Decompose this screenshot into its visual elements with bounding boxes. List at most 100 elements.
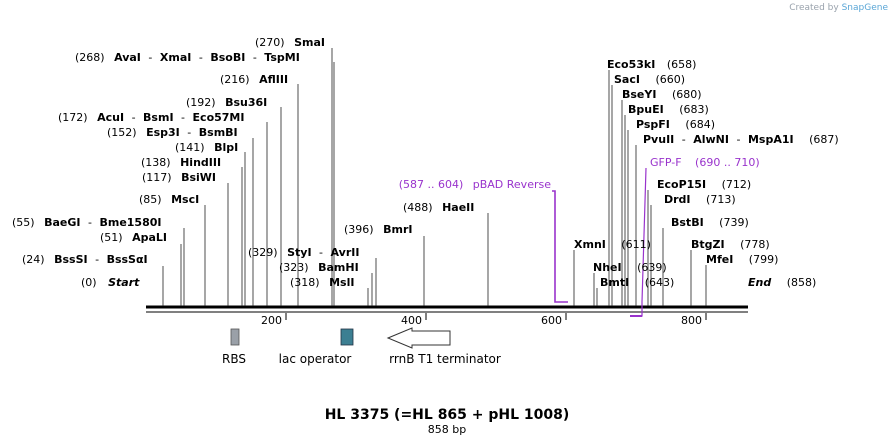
site-label[interactable]: (270) SmaI <box>255 36 325 49</box>
primer-label-pbad-reverse[interactable]: (587 .. 604) pBAD Reverse <box>399 178 552 191</box>
enzyme-name: SacI <box>614 73 640 86</box>
separator: - <box>88 216 92 229</box>
site-label[interactable]: Eco53kI (658) <box>607 58 696 71</box>
tick-label: 800 <box>681 314 702 327</box>
site-label[interactable]: BstBI (739) <box>671 216 749 229</box>
enzyme-name: XmnI <box>574 238 606 251</box>
site-label[interactable]: (323) BamHI <box>279 261 359 274</box>
site-label[interactable]: (192) Bsu36I <box>186 96 267 109</box>
site-pos: (216) <box>220 73 250 86</box>
snapgene-credit: Created by SnapGene <box>789 3 888 13</box>
separator: - <box>682 133 686 146</box>
enzyme-name: BstBI <box>671 216 704 229</box>
enzyme-name: BaeGI <box>44 216 80 229</box>
site-label[interactable]: BpuEI (683) <box>628 103 709 116</box>
enzyme-name: BmrI <box>383 223 412 236</box>
enzyme-name: BsmBI <box>199 126 238 139</box>
site-pos: (51) <box>100 231 123 244</box>
site-pos: (643) <box>645 276 675 289</box>
site-label[interactable]: (268) AvaI - XmaI - BsoBI - TspMI <box>75 51 300 64</box>
tick-label: 600 <box>541 314 562 327</box>
enzyme-name: HindIII <box>180 156 221 169</box>
site-label[interactable]: (141) BlpI <box>175 141 238 154</box>
site-pos: (683) <box>679 103 709 116</box>
end-label[interactable]: End (858) <box>748 276 816 289</box>
end-pos: (858) <box>787 276 817 289</box>
feature-lac-operator[interactable]: lac operator <box>279 328 354 366</box>
enzyme-name: AlwNI <box>693 133 729 146</box>
site-label[interactable]: (216) AflIII <box>220 73 288 86</box>
site-pos: (323) <box>279 261 309 274</box>
enzyme-name: BpuEI <box>628 103 664 116</box>
site-lines <box>162 48 707 306</box>
lac-operator-box <box>340 328 354 346</box>
separator: - <box>736 133 740 146</box>
separator: - <box>319 246 323 259</box>
feature-rbs[interactable]: RBS <box>222 328 246 366</box>
site-pos: (660) <box>655 73 685 86</box>
site-label[interactable]: PspFI (684) <box>636 118 715 131</box>
site-label[interactable]: (488) HaeII <box>403 201 474 214</box>
primer-label-gfp-f[interactable]: GFP-F (690 .. 710) <box>650 156 760 169</box>
site-label[interactable]: BmtI (643) <box>600 276 674 289</box>
primer-range: (587 .. 604) <box>399 178 464 191</box>
primer-gfp-f[interactable] <box>630 167 647 317</box>
tick-label: 400 <box>401 314 422 327</box>
site-pos: (141) <box>175 141 205 154</box>
site-label[interactable]: XmnI (611) <box>574 238 651 251</box>
enzyme-name: Esp3I <box>146 126 180 139</box>
site-label[interactable]: (152) Esp3I - BsmBI <box>107 126 238 139</box>
site-label[interactable]: (85) MscI <box>139 193 199 206</box>
site-label[interactable]: (117) BsiWI <box>142 171 216 184</box>
start-label[interactable]: (0) Start <box>81 276 140 289</box>
site-label[interactable]: EcoP15I (712) <box>657 178 751 191</box>
site-label[interactable]: (138) HindIII <box>141 156 221 169</box>
feature-rrnb-terminator[interactable]: rrnB T1 terminator <box>386 327 501 366</box>
site-labels-left: (270) SmaI (268) AvaI - XmaI - BsoBI - T… <box>12 36 474 289</box>
site-label[interactable]: DrdI (713) <box>664 193 736 206</box>
enzyme-name: XmaI <box>160 51 191 64</box>
tick-label: 200 <box>261 314 282 327</box>
site-pos: (270) <box>255 36 285 49</box>
site-label[interactable]: PvuII - AlwNI - MspA1I (687) <box>643 133 839 146</box>
separator: - <box>148 51 152 64</box>
enzyme-name: BsmI <box>143 111 174 124</box>
separator: - <box>132 111 136 124</box>
site-label[interactable]: (24) BssSI - BssSαI <box>22 253 148 266</box>
site-label[interactable]: SacI (660) <box>614 73 685 86</box>
enzyme-name: BsoBI <box>210 51 245 64</box>
ruler: 200 400 600 800 <box>261 313 707 327</box>
primer-pbad-reverse[interactable] <box>552 190 568 303</box>
site-pos: (713) <box>706 193 736 206</box>
site-label[interactable]: (51) ApaLI <box>100 231 167 244</box>
site-pos: (329) <box>248 246 278 259</box>
site-label[interactable]: NheI (639) <box>593 261 667 274</box>
site-label[interactable]: BseYI (680) <box>622 88 702 101</box>
site-label[interactable]: (172) AcuI - BsmI - Eco57MI <box>58 111 244 124</box>
feature-label: lac operator <box>279 352 352 366</box>
site-pos: (138) <box>141 156 171 169</box>
enzyme-name: AvrII <box>331 246 360 259</box>
site-pos: (55) <box>12 216 35 229</box>
enzyme-name: AflIII <box>259 73 288 86</box>
enzyme-name: MslI <box>329 276 354 289</box>
enzyme-name: Bme1580I <box>99 216 161 229</box>
site-pos: (268) <box>75 51 105 64</box>
feature-label: rrnB T1 terminator <box>389 352 501 366</box>
site-label[interactable]: (55) BaeGI - Bme1580I <box>12 216 161 229</box>
enzyme-name: Bsu36I <box>225 96 267 109</box>
site-label[interactable]: (329) StyI - AvrII <box>248 246 359 259</box>
site-pos: (778) <box>740 238 770 251</box>
enzyme-name: SmaI <box>294 36 325 49</box>
enzyme-name: MspA1I <box>748 133 794 146</box>
map-length: 858 bp <box>428 423 466 436</box>
site-label[interactable]: (318) MslI <box>290 276 354 289</box>
site-label[interactable]: MfeI (799) <box>706 253 778 266</box>
site-label[interactable]: (396) BmrI <box>344 223 412 236</box>
enzyme-name: DrdI <box>664 193 691 206</box>
enzyme-name: AvaI <box>114 51 141 64</box>
site-pos: (639) <box>637 261 667 274</box>
site-label[interactable]: BtgZI (778) <box>691 238 770 251</box>
site-pos: (680) <box>672 88 702 101</box>
